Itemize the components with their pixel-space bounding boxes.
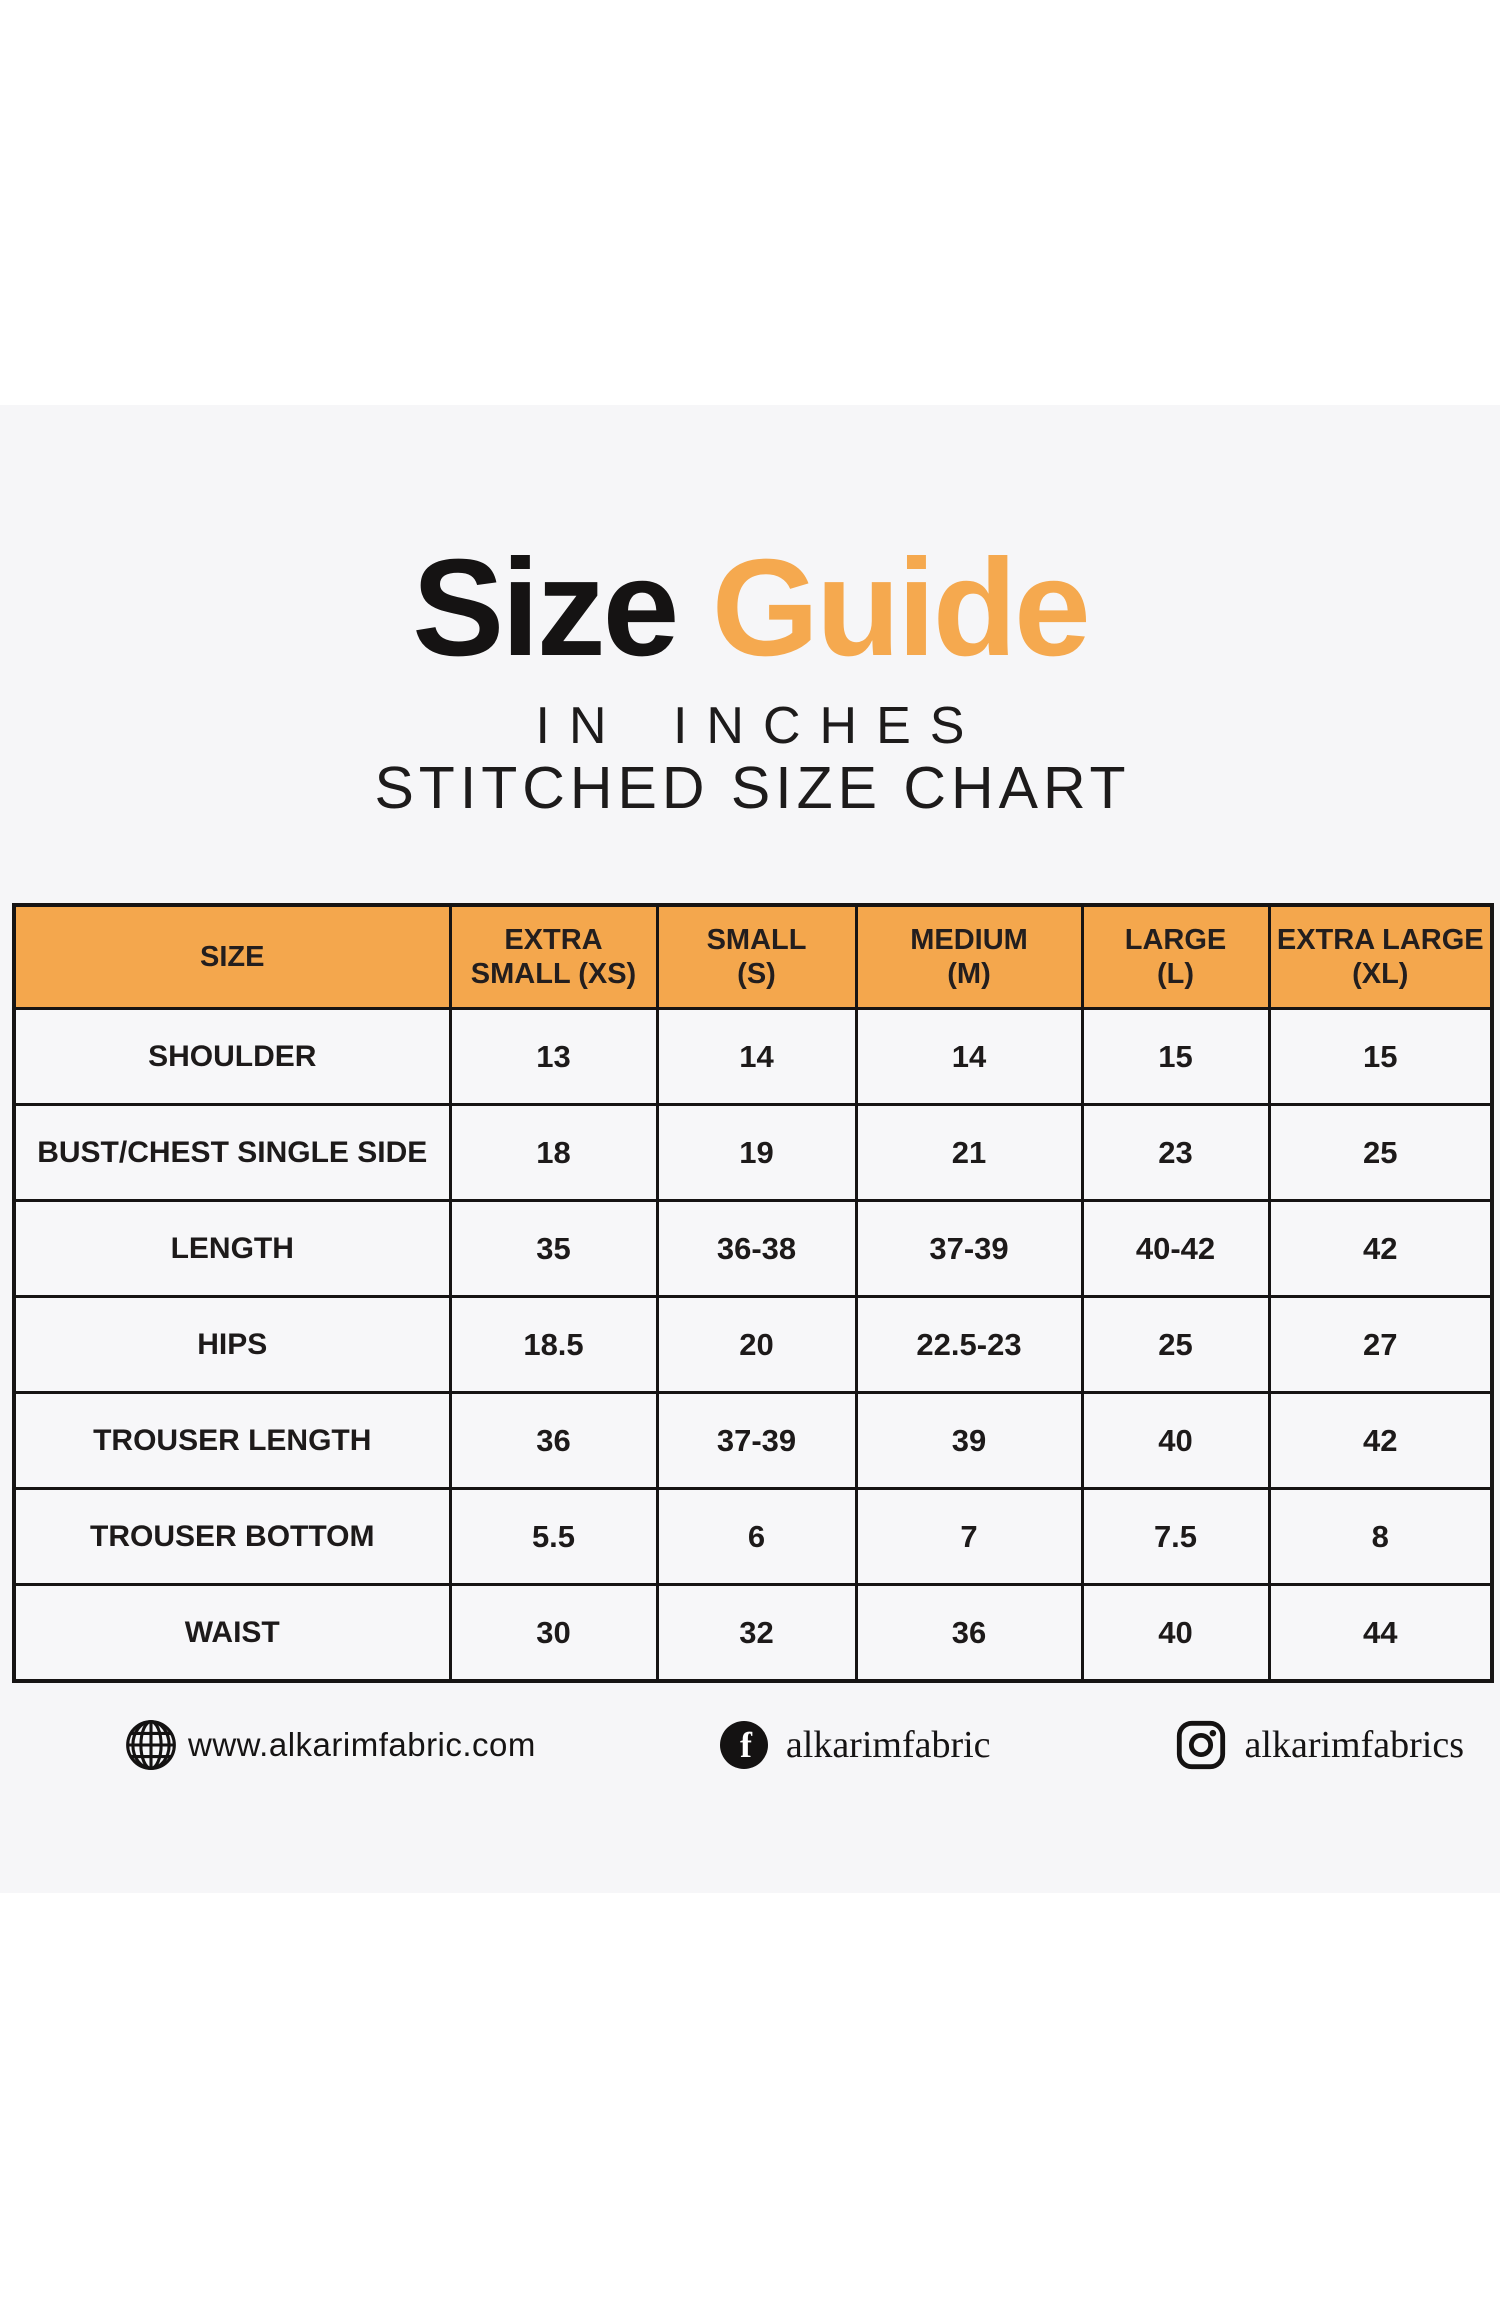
page-title: Size Guide [0,539,1500,677]
measurement-value: 7 [854,1487,1084,1586]
table-header-row: SIZE EXTRA SMALL (XS) SMALL (S) MEDIUM (M) LARG… [12,903,1494,1010]
measurement-value: 35 [448,1199,659,1298]
column-header: LARGE (L) [1080,903,1271,1010]
footer-instagram: alkarimfabrics [1174,1718,1464,1772]
measurement-value: 19 [655,1103,858,1202]
measurement-label: WAIST [12,1583,452,1683]
column-header-size: SIZE [12,903,452,1010]
measurement-label: TROUSER LENGTH [12,1391,452,1490]
measurement-value: 14 [854,1007,1084,1106]
measurement-value: 18.5 [448,1295,659,1394]
table-row: HIPS 18.5 20 22.5-23 25 27 [12,1295,1494,1394]
table-row: TROUSER LENGTH 36 37-39 39 40 42 [12,1391,1494,1490]
title-word-size: Size [412,531,679,685]
measurement-value: 39 [854,1391,1084,1490]
measurement-value: 25 [1267,1103,1494,1202]
column-header: MEDIUM (M) [854,903,1084,1010]
measurement-value: 40 [1080,1583,1271,1683]
website-url: www.alkarimfabric.com [188,1726,536,1763]
table-row: TROUSER BOTTOM 5.5 6 7 7.5 8 [12,1487,1494,1586]
measurement-value: 20 [655,1295,858,1394]
measurement-value: 36 [448,1391,659,1490]
measurement-value: 23 [1080,1103,1271,1202]
measurement-value: 27 [1267,1295,1494,1394]
column-header: EXTRA SMALL (XS) [448,903,659,1010]
measurement-value: 30 [448,1583,659,1683]
measurement-value: 40-42 [1080,1199,1271,1298]
measurement-value: 14 [655,1007,858,1106]
footer-website: www.alkarimfabric.com [124,1718,536,1772]
measurement-value: 6 [655,1487,858,1586]
measurement-label: BUST/CHEST SINGLE SIDE [12,1103,452,1202]
measurement-value: 37-39 [854,1199,1084,1298]
svg-text:f: f [740,1725,753,1765]
measurement-value: 18 [448,1103,659,1202]
measurement-value: 15 [1267,1007,1494,1106]
measurement-label: SHOULDER [12,1007,452,1106]
measurement-value: 36 [854,1583,1084,1683]
measurement-value: 21 [854,1103,1084,1202]
measurement-value: 36-38 [655,1199,858,1298]
measurement-value: 5.5 [448,1487,659,1586]
measurement-value: 22.5-23 [854,1295,1084,1394]
instagram-handle: alkarimfabrics [1244,1724,1464,1766]
footer-facebook: f alkarimfabric [719,1720,991,1770]
subtitle-in-inches: IN INCHES [535,697,984,755]
facebook-icon: f [719,1720,769,1770]
measurement-value: 7.5 [1080,1487,1271,1586]
measurement-value: 15 [1080,1007,1271,1106]
globe-icon [124,1718,178,1772]
table-row: SHOULDER 13 14 14 15 15 [12,1007,1494,1106]
measurement-value: 42 [1267,1391,1494,1490]
subtitle-stitched-size-chart: STITCHED SIZE CHART [374,755,1131,821]
title-space [676,531,711,685]
facebook-handle: alkarimfabric [785,1724,991,1766]
table-row: WAIST 30 32 36 40 44 [12,1583,1494,1683]
measurement-label: LENGTH [12,1199,452,1298]
measurement-value: 13 [448,1007,659,1106]
measurement-value: 32 [655,1583,858,1683]
measurement-value: 8 [1267,1487,1494,1586]
measurement-value: 37-39 [655,1391,858,1490]
content-band: Size Guide IN INCHES STITCHED SIZE CHART… [0,405,1500,1893]
table-row: BUST/CHEST SINGLE SIDE 18 19 21 23 25 [12,1103,1494,1202]
title-word-guide: Guide [711,531,1091,685]
measurement-label: HIPS [12,1295,452,1394]
measurement-value: 40 [1080,1391,1271,1490]
footer: www.alkarimfabric.com f alkarimfabric [0,1697,1500,1793]
size-chart-table: SIZE EXTRA SMALL (XS) SMALL (S) MEDIUM (M) LARG… [12,903,1494,1683]
instagram-icon [1174,1718,1228,1772]
measurement-value: 44 [1267,1583,1494,1683]
measurement-label: TROUSER BOTTOM [12,1487,452,1586]
measurement-value: 42 [1267,1199,1494,1298]
table-row: LENGTH 35 36-38 37-39 40-42 42 [12,1199,1494,1298]
column-header: EXTRA LARGE (XL) [1267,903,1494,1010]
column-header: SMALL (S) [655,903,858,1010]
measurement-value: 25 [1080,1295,1271,1394]
